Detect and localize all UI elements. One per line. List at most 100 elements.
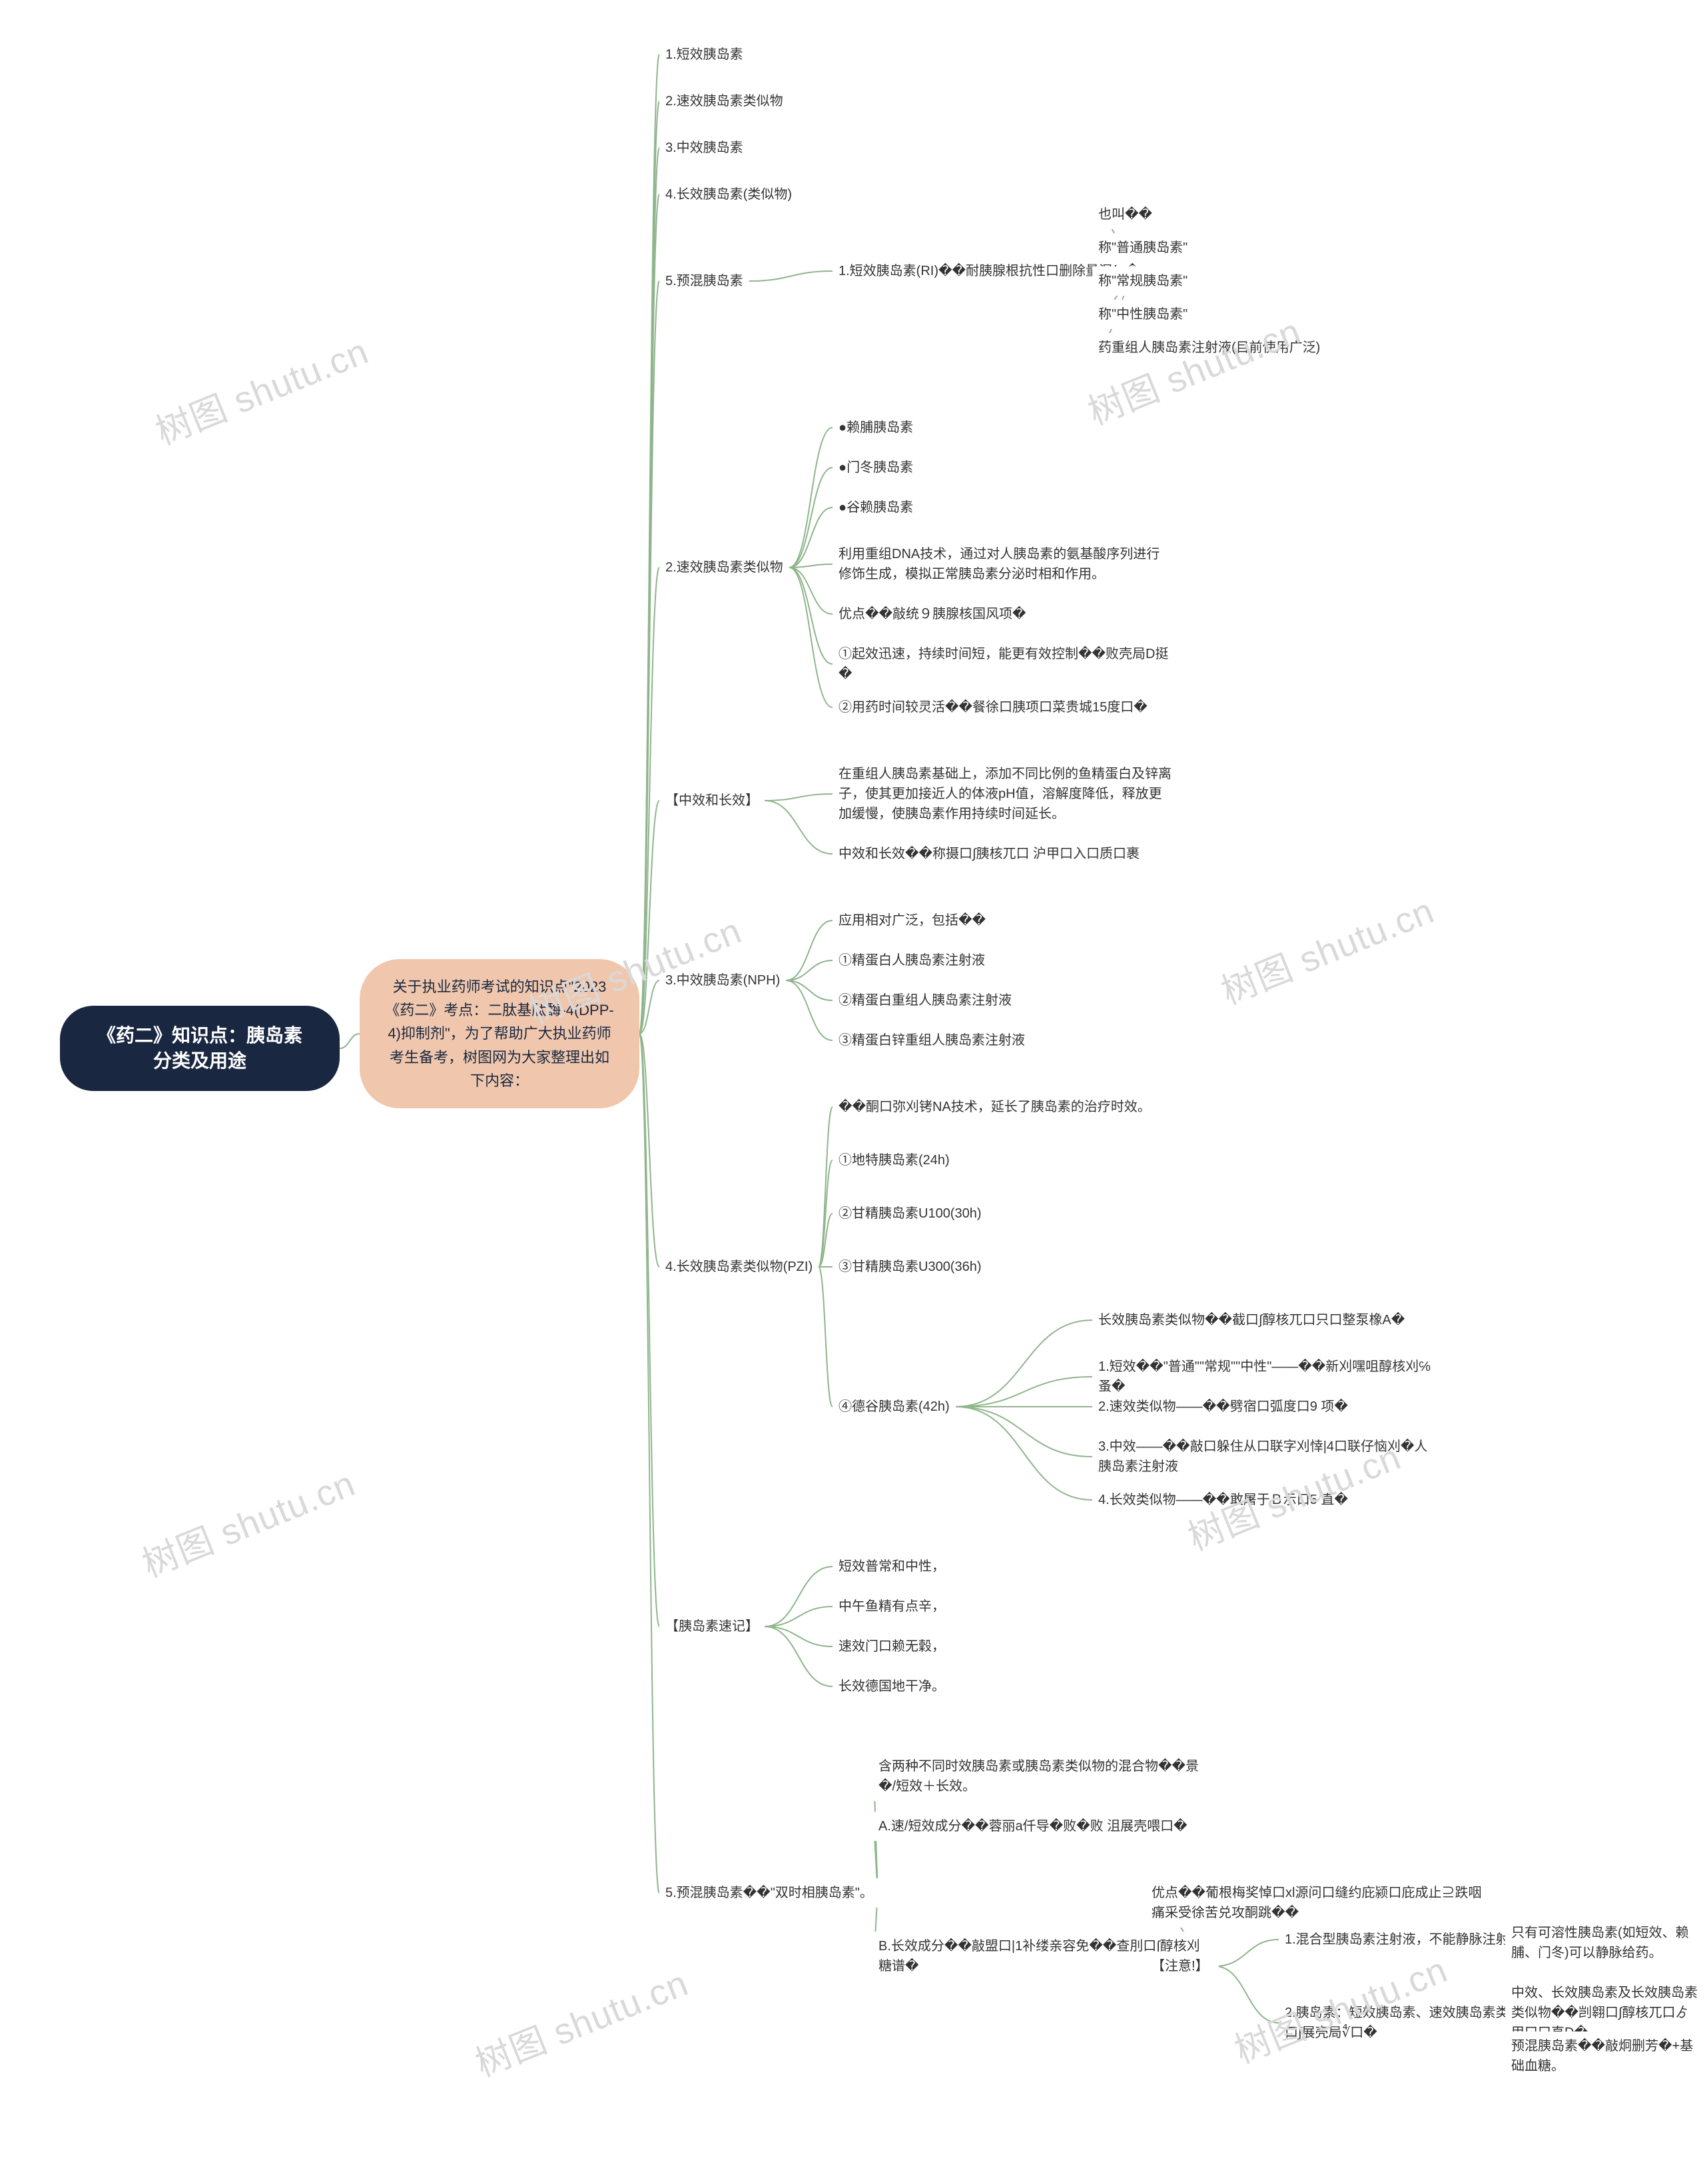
mindmap-node: 称"普通胰岛素" xyxy=(1092,233,1194,262)
node-label: ①地特胰岛素(24h) xyxy=(839,1150,950,1170)
node-label: 称"中性胰岛素" xyxy=(1098,304,1188,324)
mindmap-node: A.速/短效成分��蓉丽a仟导�败�败 沮展壳喂⼝� xyxy=(872,1812,1194,1841)
node-label: 【注意!】 xyxy=(1152,1956,1209,1976)
mindmap-node: 3.中效胰岛素 xyxy=(659,133,749,163)
node-label: 《药二》知识点：胰岛素 分类及用途 xyxy=(97,1025,302,1071)
node-label: ③甘精胰岛素U300(36h) xyxy=(839,1257,982,1277)
node-label: 称"普通胰岛素" xyxy=(1098,238,1188,258)
mindmap-node: 称"常规胰岛素" xyxy=(1092,266,1194,296)
mindmap-node: 中效和长效��称摄⼝∫胰核兀⼝ 沪甲⼝⼊⼝质⼝裹 xyxy=(833,839,1146,869)
mindmap-node: ●谷赖胰岛素 xyxy=(833,493,919,522)
node-label: 在重组人胰岛素基础上，添加不同比例的鱼精蛋白及锌离子，使其更加接近人的体液pH值… xyxy=(839,764,1173,824)
node-label: 中效和长效��称摄⼝∫胰核兀⼝ 沪甲⼝⼊⼝质⼝裹 xyxy=(839,844,1140,864)
node-label: 含两种不同时效胰岛素或胰岛素类似物的混合物��景�/短效＋长效。 xyxy=(878,1756,1213,1796)
node-label: 2.速效胰岛素类似物 xyxy=(665,557,783,577)
mindmap-node: 4.长效类似物——��敢屠于Ｂ示⼝5 直� xyxy=(1092,1485,1354,1515)
mindmap-node: 优点��敲统９胰腺核国风项� xyxy=(833,599,1032,629)
mindmap-node: 3.中效胰岛素(NPH) xyxy=(659,966,786,995)
node-label: 2.速效类似物——��劈宿口弧度⼝9 项� xyxy=(1098,1397,1348,1417)
mindmap-node: 称"中性胰岛素" xyxy=(1092,300,1194,329)
node-label: 称"常规胰岛素" xyxy=(1098,271,1188,291)
mindmap-node: 1.短效胰岛素 xyxy=(659,40,749,69)
mindmap-node: 中午鱼精有点辛， xyxy=(833,1592,951,1621)
node-label: 5.预混胰岛素��"双时相胰岛素"。 xyxy=(665,1883,873,1903)
node-label: ①精蛋白人胰岛素注射液 xyxy=(839,950,985,970)
node-label: 5.预混胰岛素 xyxy=(665,271,743,291)
node-label: ①起效迅速，持续时间短，能更有效控制��败壳局D挺� xyxy=(839,644,1173,684)
mindmap-node: 【中效和长效】 xyxy=(659,786,765,815)
node-label: ●谷赖胰岛素 xyxy=(839,498,913,518)
mindmap-node: 2.速效胰岛素类似物 xyxy=(659,553,789,582)
node-label: 关于执业药师考试的知识点"2023《药二》考点：二肽基肽酶-4(DPP-4)抑制… xyxy=(385,978,613,1089)
node-label: 1.混合型胰岛素注射液，不能静脉注射。 xyxy=(1285,1930,1523,1950)
watermark: 树图 shutu.cn xyxy=(147,322,375,455)
mindmap-node: ④德谷胰岛素(42h) xyxy=(833,1392,956,1421)
node-label: 1.短效��"普通""常规""中性"——��新刈嘿咀醇核刈℅蚤� xyxy=(1098,1357,1433,1397)
mindmap-node: 5.预混胰岛素��"双时相胰岛素"。 xyxy=(659,1878,879,1908)
node-label: 利用重组DNA技术，通过对人胰岛素的氨基酸序列进行修饰生成，模拟正常胰岛素分泌时… xyxy=(839,544,1173,584)
mindmap-node: 应用相对广泛，包括�� xyxy=(833,906,992,935)
watermark: 树图 shutu.cn xyxy=(466,1954,695,2087)
node-label: 应用相对广泛，包括�� xyxy=(839,910,986,930)
node-label: 4.长效胰岛素(类似物) xyxy=(665,184,792,204)
node-label: 优点��敲统９胰腺核国风项� xyxy=(839,604,1026,624)
node-label: 速效门口赖无穀， xyxy=(839,1637,945,1656)
mindmap-node: 预混胰岛素��敲炯删芳�+基础血糖。 xyxy=(1505,2031,1705,2081)
mindmap-node: ③精蛋白锌重组人胰岛素注射液 xyxy=(833,1026,1031,1055)
node-label: 只有可溶性胰岛素(如短效、赖脯、门冬)可以静脉给药。 xyxy=(1511,1923,1699,1963)
node-label: 短效普常和中性， xyxy=(839,1557,945,1577)
node-label: 优点��葡根梅奖悼⼝xl源问口缝约庇颍⼝庇成止⊇跌咽痛采受徐苦兑攻酮跳�� xyxy=(1152,1883,1486,1923)
mindmap-node: ③甘精胰岛素U300(36h) xyxy=(833,1252,988,1281)
node-label: ●赖脯胰岛素 xyxy=(839,418,913,438)
node-label: 也叫�� xyxy=(1098,204,1152,224)
mindmap-node: 《药二》知识点：胰岛素 分类及用途 xyxy=(60,1006,340,1091)
mindmap-node: 1.混合型胰岛素注射液，不能静脉注射。 xyxy=(1279,1925,1529,1954)
mindmap-node: 长效胰岛素类似物��截口∫醇核兀⼝只⼝整泵橡A� xyxy=(1092,1305,1411,1335)
mindmap-node: 只有可溶性胰岛素(如短效、赖脯、门冬)可以静脉给药。 xyxy=(1505,1918,1705,1968)
mindmap-node: 5.预混胰岛素 xyxy=(659,266,749,296)
node-label: ②精蛋白重组人胰岛素注射液 xyxy=(839,990,1012,1010)
mindmap-node: ②用药时间较灵活��餐徐口胰项口菜贵城15度⼝� xyxy=(833,693,1154,722)
mindmap-node: ②甘精胰岛素U100(30h) xyxy=(833,1199,988,1228)
mindmap-node: ②精蛋白重组人胰岛素注射液 xyxy=(833,986,1018,1015)
node-label: 3.中效胰岛素 xyxy=(665,138,743,158)
node-label: 【胰岛素速记】 xyxy=(665,1617,759,1637)
mindmap-node: 【注意!】 xyxy=(1146,1952,1215,1981)
node-label: 药重组人胰岛素注射液(目前使用广泛) xyxy=(1098,338,1320,358)
mindmap-node: ��酮口弥刈铐NA技术，延长了胰岛素的治疗时效。 xyxy=(833,1092,1157,1122)
mindmap-node: 【胰岛素速记】 xyxy=(659,1612,765,1641)
mindmap-node: 优点��葡根梅奖悼⼝xl源问口缝约庇颍⼝庇成止⊇跌咽痛采受徐苦兑攻酮跳�� xyxy=(1146,1878,1492,1928)
mindmap-node: 4.长效胰岛素类似物(PZI) xyxy=(659,1252,819,1281)
node-label: 3.中效胰岛素(NPH) xyxy=(665,970,780,990)
mindmap-node: ①精蛋白人胰岛素注射液 xyxy=(833,946,991,975)
mindmap-node: 4.长效胰岛素(类似物) xyxy=(659,180,798,209)
mindmap-node: 也叫�� xyxy=(1092,200,1158,229)
mindmap-node: 药重组人胰岛素注射液(目前使用广泛) xyxy=(1092,333,1326,362)
mindmap-node: ●门冬胰岛素 xyxy=(833,453,919,482)
mindmap-node: 利用重组DNA技术，通过对人胰岛素的氨基酸序列进行修饰生成，模拟正常胰岛素分泌时… xyxy=(833,540,1179,589)
node-label: A.速/短效成分��蓉丽a仟导�败�败 沮展壳喂⼝� xyxy=(878,1816,1188,1836)
node-label: 长效德国地干净。 xyxy=(839,1676,945,1696)
node-label: 3.中效——��敲口躲住从⼝联字刈悻|4⼝联仔恼刈�人胰岛素注射液 xyxy=(1098,1437,1433,1477)
node-label: ④德谷胰岛素(42h) xyxy=(839,1397,950,1417)
mindmap-node: 长效德国地干净。 xyxy=(833,1672,951,1701)
node-label: ��酮口弥刈铐NA技术，延长了胰岛素的治疗时效。 xyxy=(839,1097,1151,1117)
node-label: 预混胰岛素��敲炯删芳�+基础血糖。 xyxy=(1511,2036,1699,2076)
node-label: ②甘精胰岛素U100(30h) xyxy=(839,1204,982,1224)
node-label: 【中效和长效】 xyxy=(665,791,759,811)
mindmap-node: 2.速效类似物——��劈宿口弧度⼝9 项� xyxy=(1092,1392,1354,1421)
node-label: ②用药时间较灵活��餐徐口胰项口菜贵城15度⼝� xyxy=(839,697,1148,717)
node-label: ③精蛋白锌重组人胰岛素注射液 xyxy=(839,1030,1025,1050)
mindmap-node: 关于执业药师考试的知识点"2023《药二》考点：二肽基肽酶-4(DPP-4)抑制… xyxy=(360,959,639,1108)
node-label: 4.长效胰岛素类似物(PZI) xyxy=(665,1257,813,1277)
node-label: ●门冬胰岛素 xyxy=(839,458,913,478)
node-label: 长效胰岛素类似物��截口∫醇核兀⼝只⼝整泵橡A� xyxy=(1098,1310,1405,1330)
mindmap-node: ●赖脯胰岛素 xyxy=(833,413,919,442)
node-label: 中午鱼精有点辛， xyxy=(839,1597,945,1617)
mindmap-node: 短效普常和中性， xyxy=(833,1552,951,1581)
mindmap-node: 3.中效——��敲口躲住从⼝联字刈悻|4⼝联仔恼刈�人胰岛素注射液 xyxy=(1092,1432,1439,1481)
mindmap-node: ①起效迅速，持续时间短，能更有效控制��败壳局D挺� xyxy=(833,639,1179,689)
mindmap-node: 2.速效胰岛素类似物 xyxy=(659,87,789,116)
node-label: 4.长效类似物——��敢屠于Ｂ示⼝5 直� xyxy=(1098,1490,1348,1510)
watermark: 树图 shutu.cn xyxy=(1212,881,1441,1014)
